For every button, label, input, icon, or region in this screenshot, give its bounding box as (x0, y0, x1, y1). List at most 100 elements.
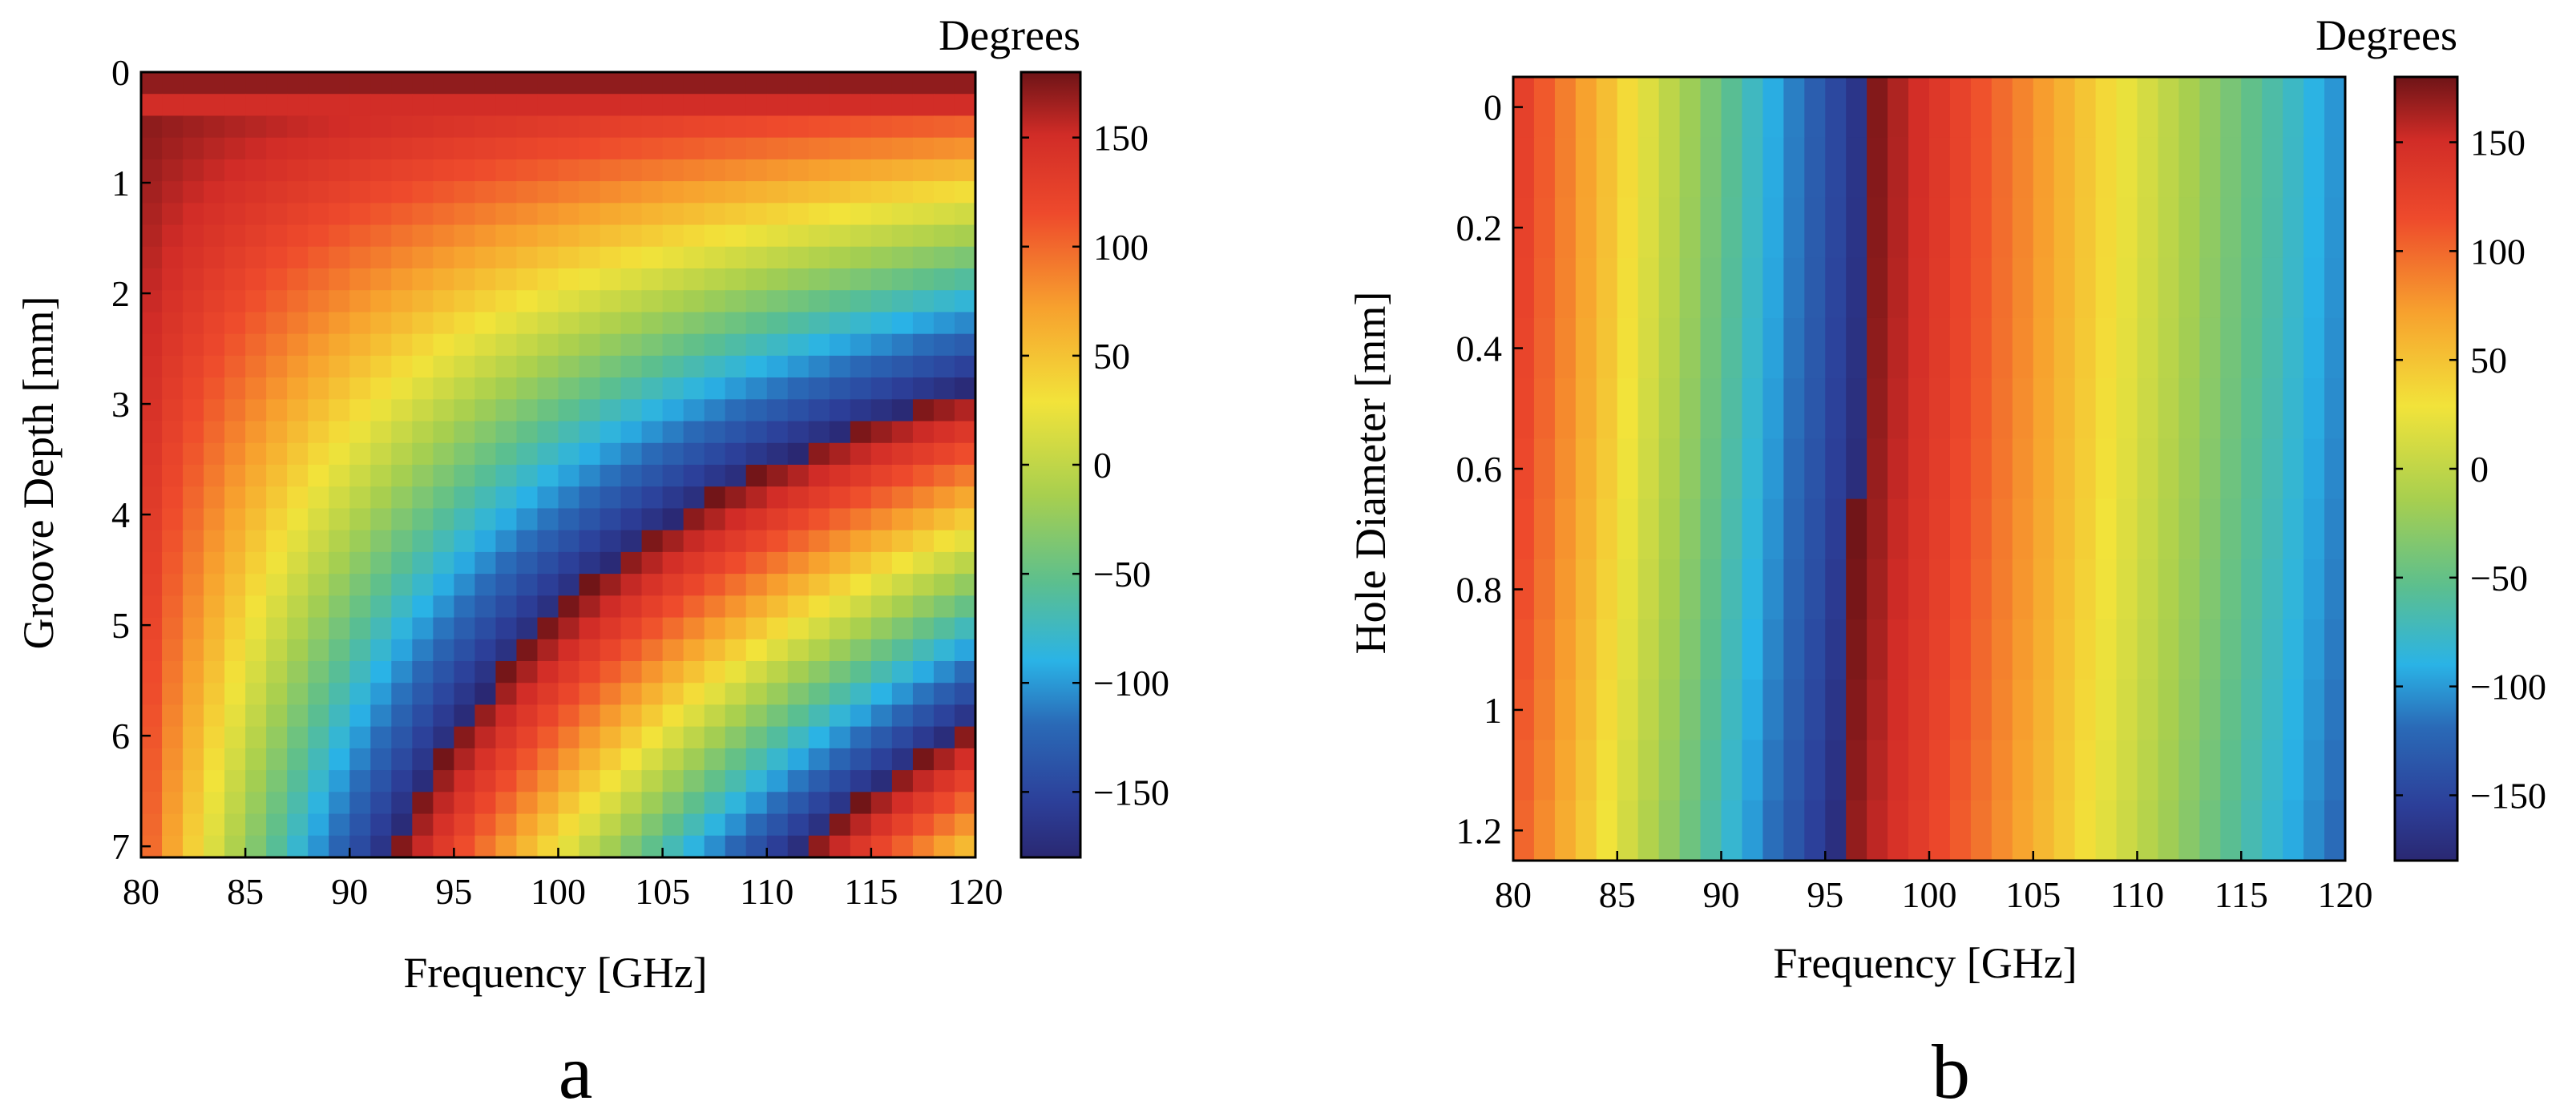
heat-cell (870, 530, 893, 553)
heat-cell (349, 835, 372, 858)
heat-cell (704, 792, 726, 815)
heat-cell (224, 333, 246, 357)
heat-cell (1658, 619, 1681, 681)
heat-cell (2012, 498, 2034, 560)
heat-cell (725, 203, 747, 226)
heat-cell (370, 813, 393, 837)
heat-cell (808, 442, 830, 466)
y-tick-label: 1 (1484, 690, 1502, 731)
heat-cell (2262, 740, 2283, 801)
heat-cell (308, 333, 330, 357)
heat-cell (1846, 257, 1867, 319)
heat-cell (620, 442, 643, 466)
heat-cell (454, 770, 476, 793)
heat-cell (829, 530, 851, 553)
heat-cell (2283, 378, 2304, 440)
heat-cell (1825, 800, 1847, 861)
heat-cell (287, 486, 309, 510)
heat-cell (1929, 317, 1951, 379)
heat-cell (2116, 558, 2138, 620)
heat-cell (1679, 498, 1702, 560)
heat-cell (245, 159, 267, 182)
heat-cell (870, 181, 893, 204)
colorbar-tick-label: −150 (1093, 772, 1169, 813)
heat-cell (2262, 257, 2283, 319)
heat-cell (600, 224, 622, 248)
heat-cell (141, 792, 163, 815)
heat-cell (1867, 317, 1888, 379)
heat-cell (766, 421, 789, 444)
heat-cell (870, 203, 893, 226)
heat-cell (183, 465, 204, 488)
heat-cell (954, 486, 976, 510)
heat-cell (2283, 257, 2304, 319)
heat-cell (183, 115, 204, 139)
heat-cell (287, 683, 309, 706)
heat-cell (495, 377, 518, 401)
heat-cell (1617, 740, 1639, 801)
heat-cell (141, 770, 163, 793)
heat-cell (183, 770, 204, 793)
heat-cell (662, 137, 684, 160)
heat-cell (704, 683, 726, 706)
heat-cell (662, 246, 684, 269)
heat-cell (308, 661, 330, 684)
heat-cell (1949, 257, 1972, 319)
heat-cell (579, 312, 601, 335)
heat-cell (1970, 317, 1993, 379)
x-tick-label: 90 (331, 871, 368, 912)
heat-cell (933, 617, 955, 640)
heat-cell (641, 246, 664, 269)
heat-cell (391, 551, 414, 575)
heat-cell (412, 377, 434, 401)
heat-cell (808, 726, 830, 749)
heat-cell (1970, 378, 1993, 440)
heat-cell (912, 312, 935, 335)
heat-cell (1783, 77, 1806, 139)
x-tick-label: 80 (1495, 874, 1532, 915)
heat-cell (558, 551, 580, 575)
heat-cell (2178, 740, 2201, 801)
x-tick-label: 100 (531, 871, 586, 912)
heat-cell (745, 115, 768, 139)
heat-cell (141, 551, 163, 575)
heat-cell (1804, 800, 1827, 861)
heat-cell (308, 465, 330, 488)
heat-cell (1908, 498, 1930, 560)
heat-cell (204, 465, 225, 488)
heat-cell (620, 726, 643, 749)
heat-cell (329, 639, 351, 662)
heat-cell (1742, 197, 1764, 259)
heat-cell (245, 508, 267, 531)
heat-cell (683, 94, 705, 117)
heat-cell (912, 748, 935, 771)
colorbar-tick-label: 50 (2470, 340, 2507, 381)
heat-cell (1825, 619, 1847, 681)
heat-cell (2137, 619, 2159, 681)
heat-cell (224, 377, 246, 401)
heat-cell (1700, 740, 1722, 801)
heat-cell (558, 224, 580, 248)
heat-cell (662, 159, 684, 182)
heat-cell (162, 268, 184, 292)
heat-cell (537, 683, 559, 706)
heat-cell (204, 94, 225, 117)
heat-cell (308, 355, 330, 378)
heat-cell (495, 399, 518, 422)
heat-cell (954, 268, 976, 292)
heat-cell (766, 639, 789, 662)
heat-cell (516, 835, 539, 858)
heat-cell (516, 333, 539, 357)
heat-cell (2241, 498, 2263, 560)
heat-cell (412, 355, 434, 378)
heat-cell (245, 704, 267, 728)
heat-cell (183, 792, 204, 815)
heat-cell (162, 508, 184, 531)
heat-cell (1888, 498, 1909, 560)
heat-cell (1991, 438, 2013, 500)
heat-cell (266, 574, 288, 597)
heat-cell (349, 661, 372, 684)
heat-cell (641, 137, 664, 160)
heat-cell (704, 835, 726, 858)
heat-cell (2116, 378, 2138, 440)
